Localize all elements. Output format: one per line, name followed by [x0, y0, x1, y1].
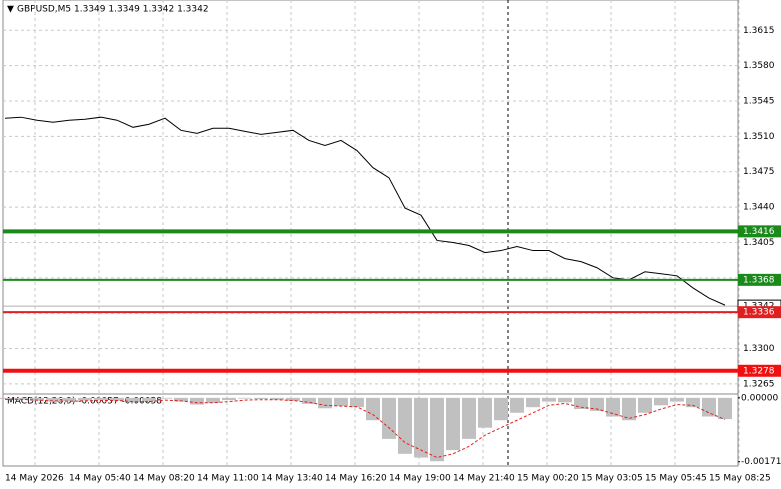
- x-tick-label: 15 May 00:20: [517, 474, 579, 484]
- macd-bar: [270, 397, 284, 400]
- x-tick-label: 14 May 11:00: [197, 474, 259, 484]
- macd-bar: [254, 397, 268, 399]
- macd-tick-label: 0.00000: [741, 393, 778, 403]
- y-tick-label: 1.3545: [743, 97, 775, 107]
- x-tick-label: 14 May 21:40: [453, 474, 515, 484]
- macd-bar: [318, 397, 332, 409]
- macd-bar: [238, 397, 252, 399]
- macd-bar: [126, 397, 140, 403]
- level-tag: [738, 306, 781, 319]
- x-tick-label: 14 May 05:40: [69, 474, 131, 484]
- macd-bar: [14, 397, 28, 400]
- macd-bar: [334, 397, 348, 407]
- macd-bar: [638, 397, 652, 413]
- macd-bar: [558, 397, 572, 403]
- macd-bar: [222, 397, 236, 401]
- y-tick-label: 1.3510: [743, 132, 775, 142]
- macd-bar: [526, 397, 540, 408]
- macd-bar: [622, 397, 636, 421]
- macd-bar: [446, 397, 460, 451]
- macd-bar: [94, 397, 108, 401]
- y-tick-label: 1.3615: [743, 26, 775, 36]
- level-tag-label: 1.3416: [743, 227, 775, 237]
- macd-bar: [110, 397, 124, 401]
- macd-bar: [510, 397, 524, 413]
- x-tick-label: 14 May 13:40: [261, 474, 323, 484]
- chart-title: GBPUSD,M5 1.3349 1.3349 1.3342 1.3342: [17, 5, 209, 15]
- x-tick-label: 14 May 19:00: [389, 474, 451, 484]
- chart-title: ▼: [7, 5, 14, 15]
- y-tick-label: 1.3475: [743, 167, 775, 177]
- macd-tick-label: -0.00171: [741, 457, 781, 467]
- macd-bar: [286, 397, 300, 401]
- macd-bar: [670, 397, 684, 402]
- macd-bar: [430, 397, 444, 462]
- level-tag-label: 1.3336: [743, 308, 775, 318]
- macd-bar: [206, 397, 220, 404]
- level-tag-label: 1.3368: [743, 275, 775, 285]
- price-line: [4, 116, 726, 306]
- macd-bar: [30, 397, 44, 401]
- macd-bar: [366, 397, 380, 421]
- x-tick-label: 15 May 08:25: [709, 474, 771, 484]
- level-tag: [738, 364, 781, 377]
- macd-bar: [494, 397, 508, 421]
- level-tag: [738, 225, 781, 238]
- x-tick-label: 14 May 2026: [5, 474, 64, 484]
- macd-bar: [174, 397, 188, 402]
- x-tick-label: 14 May 08:20: [133, 474, 195, 484]
- macd-bar: [350, 397, 364, 408]
- macd-bar: [78, 397, 92, 401]
- macd-bar: [606, 397, 620, 417]
- y-tick-label: 1.3580: [743, 61, 775, 71]
- level-tag-label: 1.3278: [743, 366, 775, 376]
- y-tick-label: 1.3440: [743, 203, 775, 213]
- macd-bar: [478, 397, 492, 428]
- y-tick-label: 1.3405: [743, 238, 775, 248]
- macd-bar: [462, 397, 476, 439]
- macd-bar: [46, 397, 60, 402]
- macd-bar: [0, 397, 12, 399]
- macd-bar: [414, 397, 428, 458]
- level-tag: [738, 273, 781, 286]
- macd-bar: [62, 397, 76, 402]
- macd-bar: [190, 397, 204, 405]
- x-tick-label: 14 May 16:20: [325, 474, 387, 484]
- macd-bar: [382, 397, 396, 439]
- macd-bar: [718, 397, 732, 420]
- macd-bar: [574, 397, 588, 410]
- x-tick-label: 15 May 03:05: [581, 474, 643, 484]
- macd-bar: [590, 397, 604, 411]
- macd-bar: [702, 397, 716, 417]
- macd-bar: [398, 397, 412, 454]
- y-tick-label: 1.3265: [743, 379, 775, 389]
- macd-bar: [302, 397, 316, 404]
- macd-bar: [654, 397, 668, 406]
- x-tick-label: 15 May 05:45: [645, 474, 707, 484]
- macd-title: MACD(12,26,9) -0.00057 -0.00058: [7, 397, 162, 407]
- macd-bar: [142, 397, 156, 402]
- macd-bar: [686, 397, 700, 408]
- macd-bar: [158, 397, 172, 399]
- y-tick-label: 1.3300: [743, 344, 775, 354]
- macd-signal: [5, 398, 726, 459]
- macd-bar: [542, 397, 556, 402]
